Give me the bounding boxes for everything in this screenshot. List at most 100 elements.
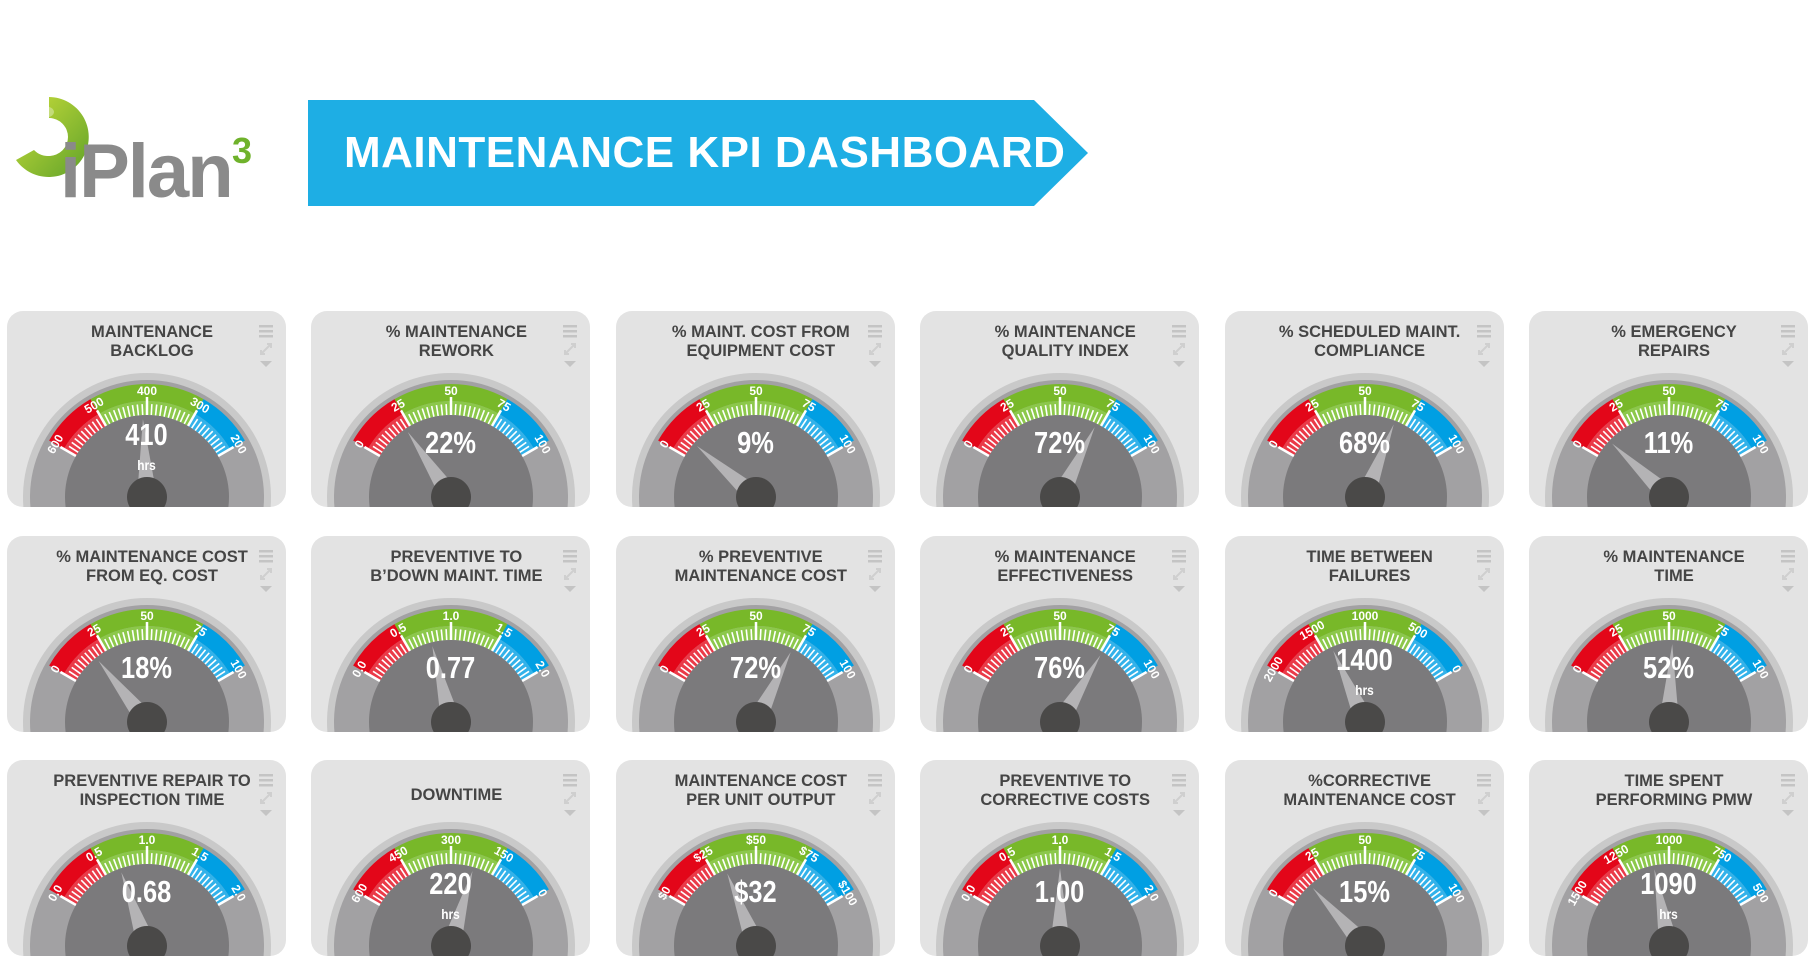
expand-icon[interactable] <box>868 343 881 355</box>
hamburger-menu-icon[interactable] <box>1476 774 1491 787</box>
gauge-tick <box>1354 404 1357 416</box>
expand-icon[interactable] <box>564 792 577 804</box>
gauge-inner-dial <box>1282 414 1447 507</box>
card-menu[interactable] <box>1171 325 1187 371</box>
card-menu[interactable] <box>1476 325 1492 371</box>
kpi-gauge-card: PREVENTIVE TO B’DOWN MAINT. TIME 0.0 0.5 1.0… <box>311 535 591 732</box>
dropdown-arrow-icon[interactable] <box>564 361 577 367</box>
gauge-tick <box>788 636 795 647</box>
hamburger-menu-icon[interactable] <box>563 549 578 563</box>
gauge-tick <box>521 445 539 458</box>
gauge-tick <box>1107 421 1116 432</box>
dropdown-arrow-icon[interactable] <box>1477 585 1490 592</box>
dropdown-arrow-icon[interactable] <box>868 361 881 367</box>
hamburger-menu-icon[interactable] <box>259 549 273 563</box>
card-menu[interactable] <box>1780 325 1796 371</box>
expand-icon[interactable] <box>564 343 577 355</box>
dropdown-arrow-icon[interactable] <box>564 585 577 592</box>
hamburger-menu-icon[interactable] <box>1172 774 1187 787</box>
hamburger-menu-icon[interactable] <box>259 325 273 338</box>
gauge-tick <box>1613 421 1622 432</box>
gauge-tick <box>117 408 123 420</box>
dropdown-arrow-icon[interactable] <box>1173 361 1186 367</box>
gauge-tick <box>1008 867 1017 878</box>
card-menu[interactable] <box>1171 549 1187 596</box>
hamburger-menu-icon[interactable] <box>1781 549 1795 563</box>
expand-icon[interactable] <box>1782 567 1794 580</box>
dropdown-arrow-icon[interactable] <box>1173 585 1186 592</box>
expand-icon[interactable] <box>260 567 272 580</box>
hamburger-menu-icon[interactable] <box>563 325 578 338</box>
card-menu[interactable] <box>562 774 578 820</box>
gauge-tick <box>1107 645 1116 656</box>
kpi-gauge-card: DOWNTIME 600 450 300 150 0 220 hrs <box>311 760 591 956</box>
expand-icon[interactable] <box>1782 792 1794 804</box>
dropdown-arrow-icon[interactable] <box>1782 585 1794 592</box>
hamburger-menu-icon[interactable] <box>1476 325 1491 338</box>
hamburger-menu-icon[interactable] <box>1172 549 1187 563</box>
gauge-title: % MAINTENANCE REWORK <box>331 323 581 361</box>
card-menu[interactable] <box>258 774 274 820</box>
expand-icon[interactable] <box>260 792 272 804</box>
hamburger-menu-icon[interactable] <box>1476 549 1491 563</box>
hamburger-menu-icon[interactable] <box>1781 325 1795 338</box>
expand-icon[interactable] <box>1477 567 1490 580</box>
dropdown-arrow-icon[interactable] <box>1477 810 1490 816</box>
expand-icon[interactable] <box>1173 567 1186 580</box>
card-menu[interactable] <box>562 325 578 371</box>
gauge-needle-hub <box>1344 477 1385 507</box>
dropdown-arrow-icon[interactable] <box>564 810 577 816</box>
card-menu[interactable] <box>1171 774 1187 820</box>
expand-icon[interactable] <box>1477 792 1490 804</box>
gauge-title-line: TIME <box>1654 566 1694 585</box>
gauge-tick <box>381 434 391 443</box>
dropdown-arrow-icon[interactable] <box>260 810 272 816</box>
card-menu[interactable] <box>1476 549 1492 596</box>
dropdown-arrow-icon[interactable] <box>868 585 881 592</box>
gauge-tick <box>1017 413 1024 425</box>
gauge-tick <box>388 651 398 662</box>
dropdown-arrow-icon[interactable] <box>260 361 272 367</box>
card-menu[interactable] <box>867 549 883 596</box>
expand-icon[interactable] <box>1173 343 1186 355</box>
hamburger-menu-icon[interactable] <box>867 325 882 338</box>
gauge-needle-hub <box>1649 477 1689 507</box>
card-menu[interactable] <box>562 549 578 596</box>
expand-icon[interactable] <box>868 567 881 580</box>
dropdown-arrow-icon[interactable] <box>260 585 272 592</box>
gauge-tick <box>1126 890 1136 899</box>
expand-icon[interactable] <box>260 343 272 355</box>
expand-icon[interactable] <box>1782 343 1794 355</box>
expand-icon[interactable] <box>1477 343 1490 355</box>
card-menu[interactable] <box>1780 549 1796 596</box>
card-menu[interactable] <box>258 325 274 371</box>
dropdown-arrow-icon[interactable] <box>868 810 881 816</box>
dropdown-arrow-icon[interactable] <box>1782 810 1794 816</box>
expand-icon[interactable] <box>564 567 577 580</box>
gauge-tick <box>784 409 790 421</box>
card-menu[interactable] <box>258 549 274 596</box>
hamburger-menu-icon[interactable] <box>563 774 578 787</box>
hamburger-menu-icon[interactable] <box>867 774 882 787</box>
dropdown-arrow-icon[interactable] <box>1782 361 1794 367</box>
card-menu[interactable] <box>867 325 883 371</box>
card-menu[interactable] <box>867 774 883 820</box>
dropdown-arrow-icon[interactable] <box>1173 810 1186 816</box>
expand-icon[interactable] <box>1173 792 1186 804</box>
gauge-tick <box>175 858 182 870</box>
gauge-tick <box>215 894 226 903</box>
gauge-value: 52% <box>1643 649 1694 685</box>
card-menu[interactable] <box>1780 774 1796 820</box>
hamburger-menu-icon[interactable] <box>1781 774 1795 787</box>
hamburger-menu-icon[interactable] <box>259 774 273 787</box>
card-menu[interactable] <box>1476 774 1492 820</box>
expand-icon[interactable] <box>868 792 881 804</box>
gauge-value: 68% <box>1338 425 1390 460</box>
hamburger-menu-icon[interactable] <box>1172 325 1187 338</box>
gauge-tick <box>1100 409 1112 427</box>
gauge-tick <box>1723 427 1732 437</box>
hamburger-menu-icon[interactable] <box>867 549 882 563</box>
gauge-tick <box>1021 636 1028 647</box>
dropdown-arrow-icon[interactable] <box>1477 361 1490 367</box>
